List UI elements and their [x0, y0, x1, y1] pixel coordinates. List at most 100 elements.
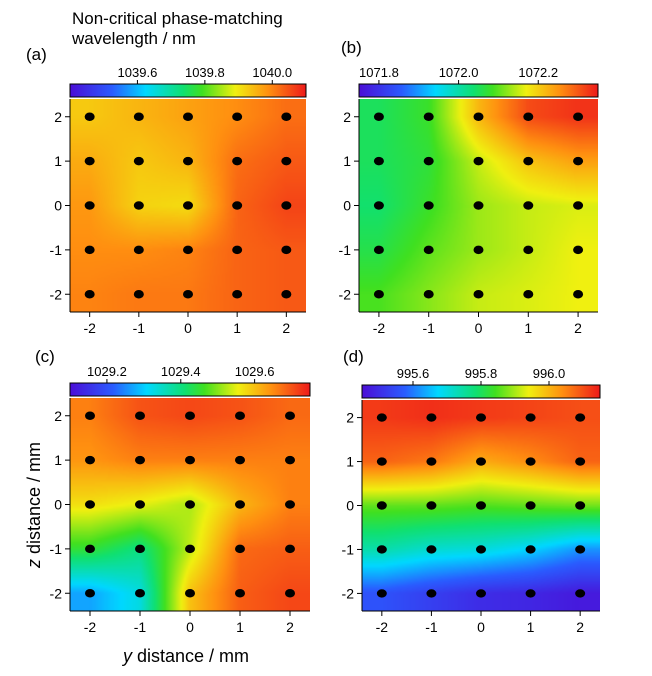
data-point — [185, 589, 195, 598]
data-point — [183, 290, 193, 299]
data-point — [426, 589, 437, 598]
data-point — [525, 413, 536, 422]
x-tick-label: 1 — [233, 320, 241, 336]
x-tick-label: 0 — [475, 320, 483, 336]
data-point — [281, 156, 292, 166]
data-point — [135, 411, 145, 420]
data-point — [232, 201, 243, 210]
colorbar-tick-label: 995.8 — [465, 366, 498, 381]
data-point — [185, 411, 195, 420]
data-point — [373, 156, 384, 166]
data-point — [473, 156, 484, 166]
data-point — [575, 501, 586, 510]
y-tick-label: 0 — [343, 198, 351, 214]
data-point — [183, 245, 193, 255]
colorbar-tick-label: 1029.6 — [235, 364, 275, 379]
data-point — [525, 457, 536, 466]
data-point — [235, 411, 245, 420]
data-point — [232, 112, 243, 121]
data-point — [473, 112, 484, 121]
data-point — [285, 500, 295, 509]
data-point — [575, 545, 586, 554]
data-point — [376, 457, 387, 466]
panel-b: (b) 1071.8 1072.0 1072.2 -2 -1 0 1 2 2 1 0 -1 -2 — [339, 38, 599, 336]
data-point — [285, 589, 295, 598]
panel-label: (d) — [343, 347, 364, 366]
data-point — [525, 501, 536, 510]
data-point — [133, 290, 144, 299]
y-tick-label: 2 — [346, 410, 354, 426]
data-point — [85, 544, 95, 554]
data-point — [423, 112, 434, 121]
data-point — [133, 156, 144, 166]
x-tick-label: 1 — [527, 619, 535, 635]
data-point — [133, 245, 144, 255]
colorbar — [358, 83, 599, 98]
y-tick-label: 0 — [346, 498, 354, 514]
x-tick-label: 2 — [576, 619, 584, 635]
data-point — [376, 413, 387, 422]
data-point — [84, 245, 95, 255]
data-point — [232, 156, 243, 166]
data-point — [426, 457, 437, 466]
data-point — [476, 413, 486, 422]
data-point — [185, 544, 195, 554]
data-point — [235, 589, 245, 598]
x-tick-label: -2 — [83, 320, 96, 336]
data-point — [376, 501, 387, 510]
data-point — [133, 112, 144, 121]
x-tick-label: 1 — [524, 320, 532, 336]
y-tick-label: -1 — [339, 242, 352, 258]
data-point — [84, 201, 95, 210]
data-point — [423, 290, 434, 299]
data-point — [476, 501, 486, 510]
data-point — [85, 500, 95, 509]
data-point — [135, 455, 145, 465]
header-line2: wavelength / nm — [71, 29, 196, 48]
data-point — [285, 544, 295, 554]
y-tick-label: -1 — [50, 541, 63, 557]
panel-c: (c) 1029.2 1029.4 1029.6 -2 -1 0 1 2 2 1 0 -1 -2 — [35, 347, 311, 635]
data-point — [523, 156, 534, 166]
data-point — [575, 457, 586, 466]
y-tick-label: -2 — [342, 585, 355, 601]
data-point — [573, 245, 584, 255]
data-point — [426, 545, 437, 554]
data-point — [476, 545, 486, 554]
panel-d: (d) 995.6 995.8 996.0 -2 -1 0 1 2 2 1 0 -1 -2 — [342, 347, 601, 635]
colorbar-tick-label: 1071.8 — [359, 65, 399, 80]
data-point — [525, 545, 536, 554]
x-tick-label: 2 — [282, 320, 290, 336]
data-point — [85, 589, 95, 598]
data-point — [133, 201, 144, 210]
data-point — [185, 500, 195, 509]
data-point — [423, 245, 434, 255]
x-tick-label: -1 — [422, 320, 435, 336]
data-point — [85, 455, 95, 465]
data-point — [376, 545, 387, 554]
x-tick-label: 0 — [184, 320, 192, 336]
data-point — [285, 411, 295, 420]
colorbar-tick-label: 1072.0 — [439, 65, 479, 80]
header-line1: Non-critical phase-matching — [72, 9, 283, 28]
data-point — [281, 112, 292, 121]
data-point — [423, 201, 434, 210]
data-point — [84, 112, 95, 121]
x-tick-label: -1 — [425, 619, 438, 635]
data-point — [281, 201, 292, 210]
x-tick-label: -1 — [133, 320, 146, 336]
y-tick-label: 1 — [343, 153, 351, 169]
x-tick-label: -2 — [373, 320, 386, 336]
data-point — [281, 290, 292, 299]
data-point — [232, 245, 243, 255]
panel-label: (c) — [35, 347, 55, 366]
y-tick-label: -2 — [339, 286, 352, 302]
data-point — [473, 201, 484, 210]
data-point — [235, 500, 245, 509]
colorbar — [361, 384, 601, 399]
y-tick-label: -1 — [50, 242, 63, 258]
data-point — [426, 501, 437, 510]
data-point — [281, 245, 292, 255]
data-point — [373, 245, 384, 255]
colorbar — [69, 83, 307, 98]
